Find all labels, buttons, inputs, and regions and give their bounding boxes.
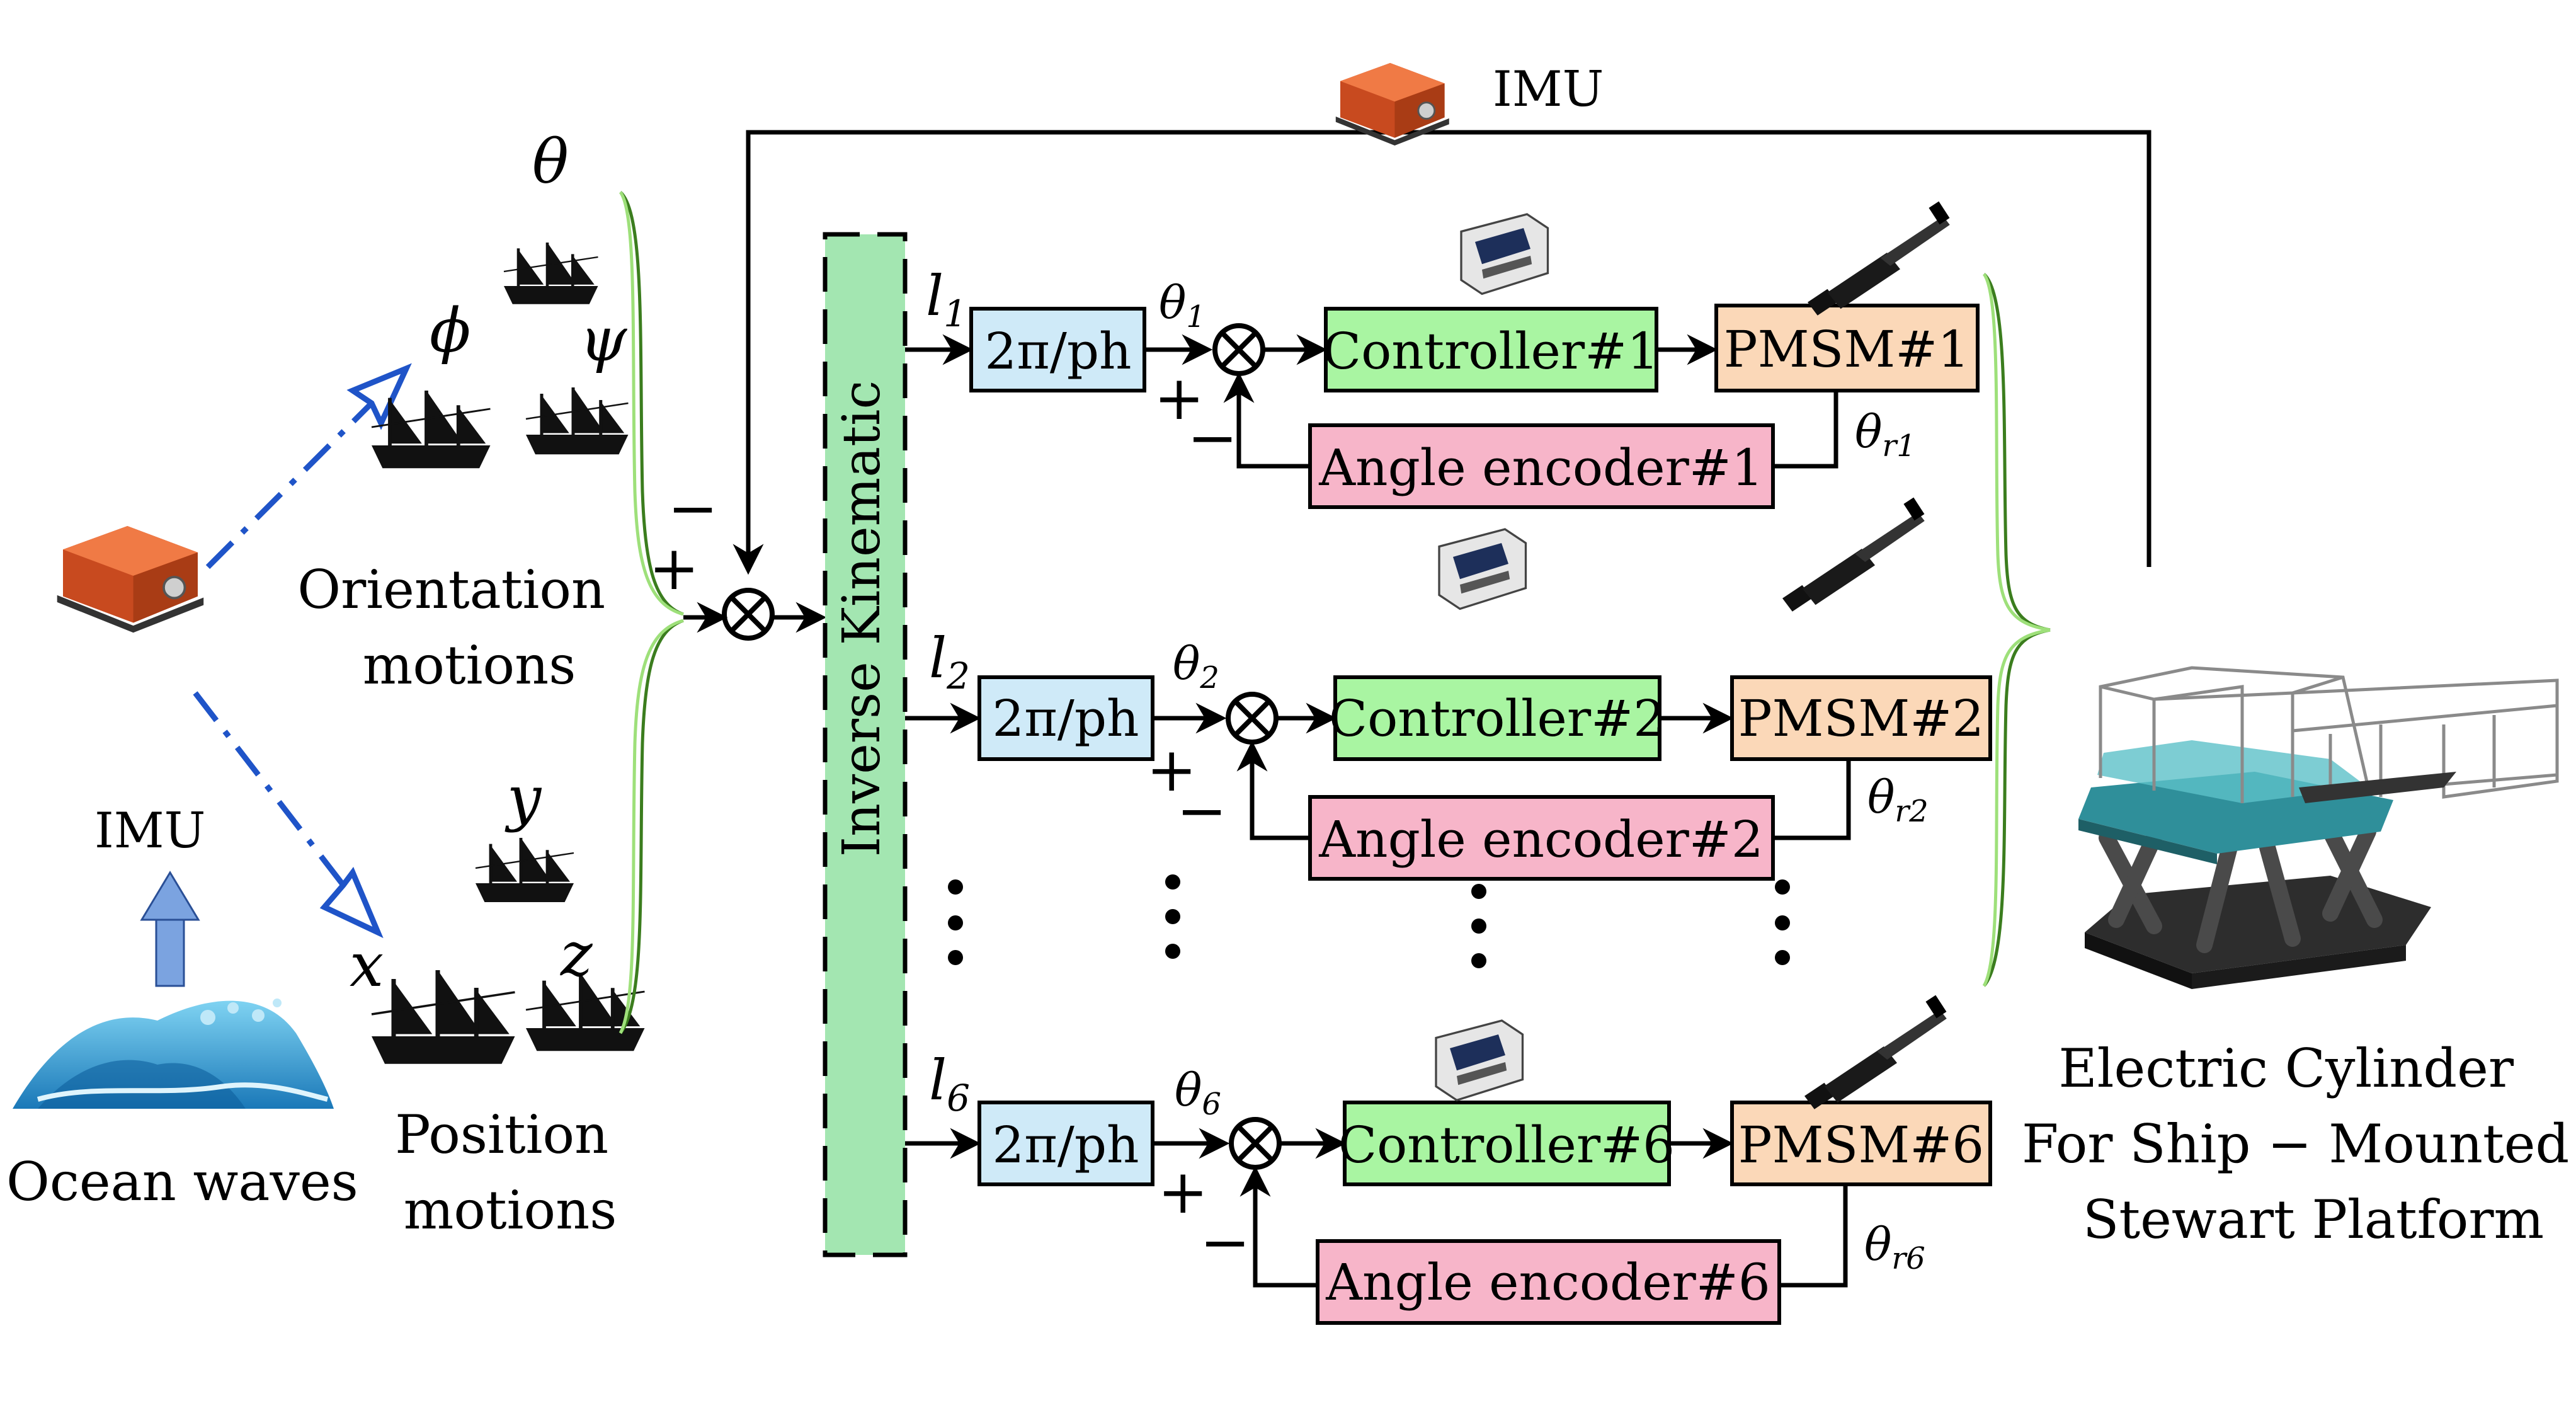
channel-1-theta-r: θr1 bbox=[1855, 405, 1916, 464]
channel-6-gain: 2π/ph bbox=[992, 1116, 1139, 1174]
ocean-label: Ocean waves bbox=[6, 1151, 358, 1213]
channel-2-encoder-box bbox=[1308, 795, 1775, 881]
channel-1-controller: Controller#1 bbox=[1323, 322, 1659, 381]
channel-2-plus: + bbox=[1146, 735, 1197, 805]
channel-6-encoder: Angle encoder#6 bbox=[1325, 1253, 1770, 1312]
y-symbol: y bbox=[504, 763, 542, 833]
channel-1-gain-box bbox=[969, 307, 1146, 392]
inverse-kinematic-block: Inverse Kinematic bbox=[823, 232, 908, 1257]
channel-2-l: l2 bbox=[929, 626, 970, 697]
channel-6-theta-r: θr6 bbox=[1864, 1218, 1925, 1276]
channel-6-minus: − bbox=[1200, 1207, 1250, 1278]
imu-top-label: IMU bbox=[1493, 61, 1604, 118]
imu-to-position-arrow bbox=[193, 691, 384, 939]
imu-feedback-loop bbox=[732, 130, 2151, 575]
channel-1-motor: PMSM#1 bbox=[1724, 320, 1969, 379]
ellipsis-dots bbox=[948, 874, 1790, 968]
channel-1-gain: 2π/ph bbox=[984, 322, 1131, 381]
imu-to-orientation-arrow bbox=[205, 363, 412, 569]
channel-6-motor: PMSM#6 bbox=[1738, 1116, 1984, 1174]
channel-6-theta: θ6 bbox=[1175, 1063, 1221, 1122]
imu-left-label: IMU bbox=[94, 803, 205, 859]
channel-2-encoder: Angle encoder#2 bbox=[1318, 810, 1763, 869]
channel-6: l6 2π/ph θ6 + − Controller#6 PMSM#6 Angl… bbox=[905, 1048, 1992, 1325]
main-sum-minus: − bbox=[668, 473, 718, 544]
channel-6-plus: + bbox=[1158, 1157, 1208, 1227]
channel-1-l: l1 bbox=[926, 263, 967, 335]
channel-1-encoder-box bbox=[1308, 423, 1775, 509]
orientation-label: Orientation motions bbox=[297, 559, 622, 696]
position-ships bbox=[372, 838, 645, 1064]
input-braces bbox=[618, 191, 684, 1034]
up-arrow-icon bbox=[140, 871, 200, 987]
channel-1-controller-box bbox=[1324, 307, 1658, 392]
channel-6-controller: Controller#6 bbox=[1338, 1116, 1675, 1174]
channel-2: l2 2π/ph θ2 + − Controller#2 PMSM#2 Angl… bbox=[905, 626, 1992, 881]
z-symbol: z bbox=[560, 919, 593, 990]
channel-2-motor-box bbox=[1730, 675, 1992, 761]
channel-1-encoder: Angle encoder#1 bbox=[1318, 438, 1763, 497]
channel-1-minus: − bbox=[1187, 403, 1238, 473]
channel-2-controller-box bbox=[1333, 675, 1661, 761]
channel-1-theta: θ1 bbox=[1159, 276, 1205, 335]
output-brace bbox=[1982, 273, 2051, 987]
channel-1: l1 2π/ph θ1 + − Controller#1 PMSM#1 Angl… bbox=[905, 263, 1980, 509]
psi-symbol: ψ bbox=[579, 304, 628, 375]
channel-2-theta-r: θr2 bbox=[1867, 770, 1929, 829]
platform-label: Electric Cylinder For Ship − Mounted Ste… bbox=[2022, 1038, 2576, 1250]
x-symbol: x bbox=[350, 930, 384, 1000]
channel-6-motor-box bbox=[1730, 1101, 1992, 1186]
phi-symbol: ϕ bbox=[430, 295, 470, 366]
ocean-wave-icon bbox=[13, 999, 334, 1109]
channel-6-encoder-box bbox=[1316, 1239, 1781, 1325]
main-sum-junction bbox=[722, 588, 775, 641]
theta-symbol: θ bbox=[532, 127, 569, 197]
stewart-platform-illustration bbox=[2078, 666, 2559, 989]
channel-2-gain: 2π/ph bbox=[992, 689, 1139, 748]
channel-2-theta: θ2 bbox=[1173, 637, 1219, 695]
channel-6-gain-box bbox=[977, 1101, 1154, 1186]
channel-2-controller: Controller#2 bbox=[1329, 689, 1665, 748]
main-sum-plus: + bbox=[649, 533, 699, 604]
channel-6-l: l6 bbox=[929, 1048, 970, 1119]
inverse-kinematic-label: Inverse Kinematic bbox=[832, 381, 892, 857]
channel-2-motor: PMSM#2 bbox=[1738, 689, 1984, 748]
position-label: Position motions bbox=[395, 1104, 625, 1241]
channel-6-controller-box bbox=[1343, 1101, 1671, 1186]
left-imu-icon bbox=[55, 525, 205, 634]
channel-1-plus: + bbox=[1154, 363, 1204, 433]
channel-1-motor-box bbox=[1714, 304, 1980, 392]
channel-2-minus: − bbox=[1177, 775, 1227, 846]
